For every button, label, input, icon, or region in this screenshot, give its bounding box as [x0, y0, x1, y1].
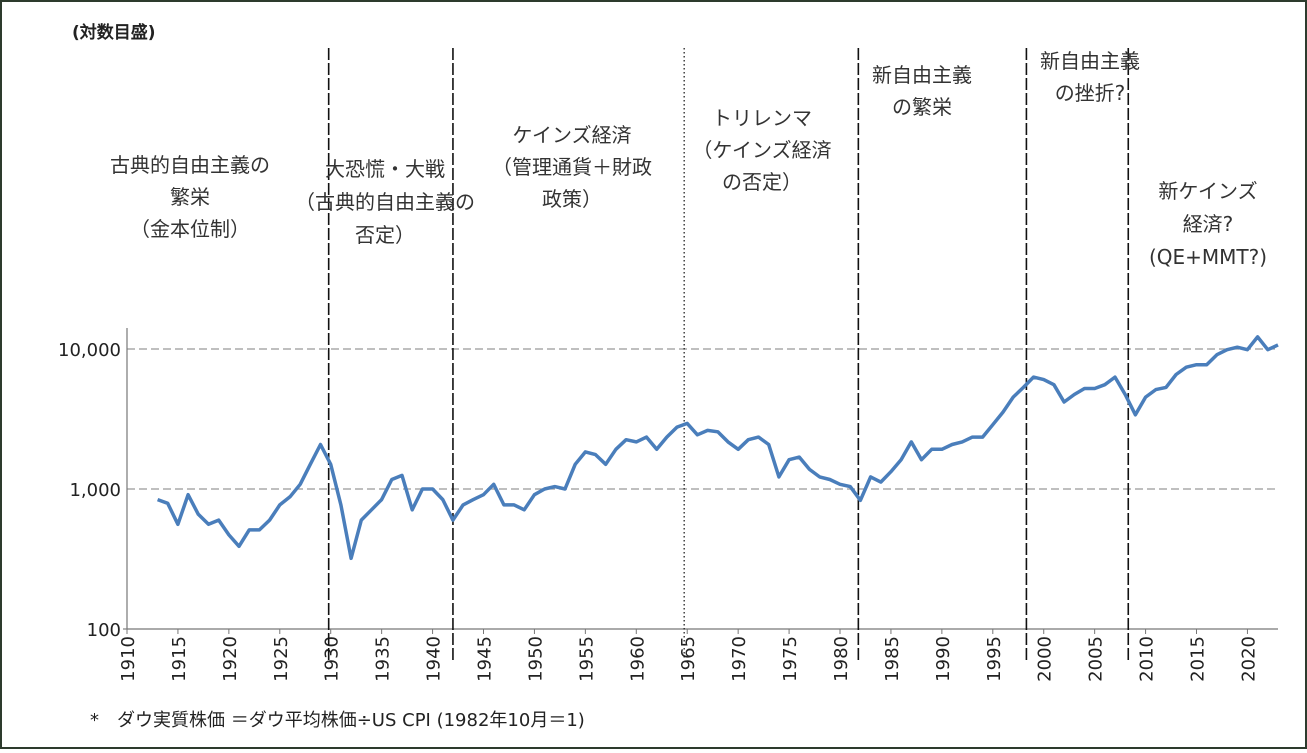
annotation: 繁栄: [170, 185, 210, 209]
x-tick-label: 1950: [525, 636, 546, 682]
annotation: 否定）: [355, 223, 415, 247]
x-tick-label: 1995: [984, 636, 1005, 682]
x-tick-label: 1920: [220, 636, 241, 682]
annotation: 新自由主義: [872, 63, 972, 87]
x-tick-label: 2020: [1238, 636, 1259, 682]
x-tick-label: 2005: [1086, 636, 1107, 682]
x-tick-label: 1975: [780, 636, 801, 682]
annotation: の否定）: [722, 170, 802, 194]
y-tick-label: 1,000: [69, 480, 121, 501]
data-line: [156, 335, 1279, 561]
x-tick-label: 1945: [475, 636, 496, 682]
x-tick-label: 1980: [831, 636, 852, 682]
x-tick-label: 1955: [576, 636, 597, 682]
annotation: （管理通貨＋財政: [492, 155, 652, 179]
annotation: 政策）: [542, 187, 602, 211]
y-tick-label: 10,000: [58, 340, 121, 361]
annotation: の繁栄: [892, 95, 952, 119]
x-tick-label: 1990: [933, 636, 954, 682]
x-tick-label: 1930: [322, 636, 343, 682]
x-tick-label: 1925: [271, 636, 292, 682]
x-tick-label: 1910: [118, 636, 139, 682]
footnote: * ダウ実質株価 ＝ダウ平均株価÷US CPI (1982年10月＝1): [90, 710, 585, 731]
annotation: 古典的自由主義の: [110, 153, 270, 177]
annotation: 経済?: [1183, 212, 1234, 236]
annotation: 新自由主義: [1040, 49, 1140, 73]
annotation: トリレンマ: [712, 106, 812, 130]
x-tick-label: 1915: [169, 636, 190, 682]
annotation: （ケインズ経済: [692, 138, 831, 162]
x-tick-label: 2015: [1188, 636, 1209, 682]
x-tick-label: 1970: [729, 636, 750, 682]
annotation: （金本位制）: [130, 217, 250, 241]
annotation: 新ケインズ: [1158, 179, 1257, 203]
y-axis-label: (対数目盛): [72, 22, 156, 43]
annotation: (QE+MMT?): [1149, 245, 1267, 269]
x-tick-label: 1965: [678, 636, 699, 682]
x-tick-label: 1940: [424, 636, 445, 682]
x-tick-label: 1935: [373, 636, 394, 682]
x-tick-label: 2000: [1035, 636, 1056, 682]
annotation: （古典的自由主義の: [295, 190, 475, 214]
x-tick-label: 1985: [882, 636, 903, 682]
x-tick-label: 2010: [1137, 636, 1158, 682]
annotation: 大恐慌・大戦: [325, 157, 445, 181]
annotation: ケインズ経済: [512, 123, 631, 147]
annotation: の挫折?: [1055, 81, 1126, 105]
y-tick-label: 100: [87, 620, 121, 641]
x-tick-label: 1960: [627, 636, 648, 682]
